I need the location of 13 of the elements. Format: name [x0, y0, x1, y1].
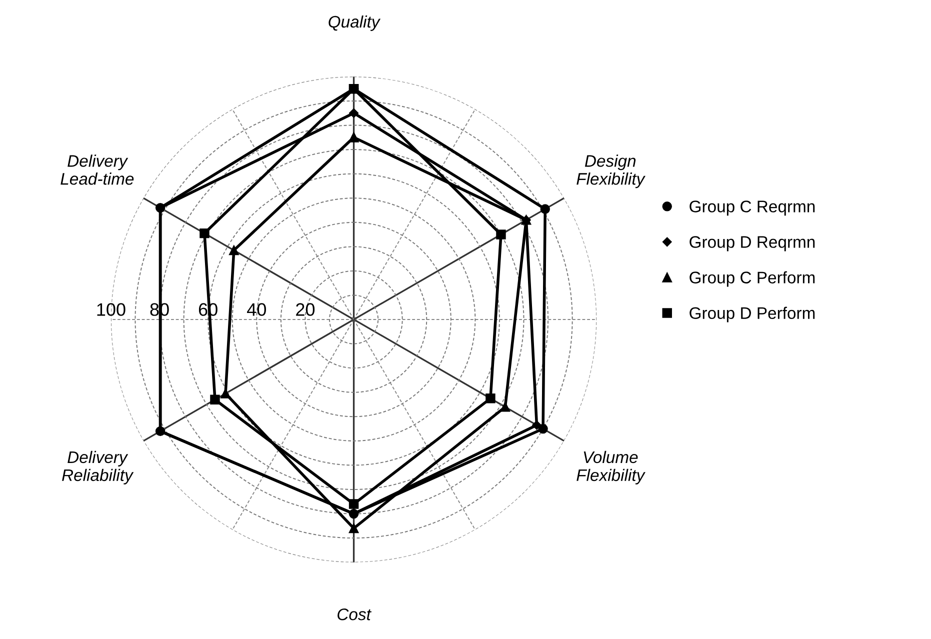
- spoke-label: Delivery Reliability: [62, 450, 134, 484]
- spoke-label: Volume Flexibility: [576, 450, 646, 484]
- legend-label: Group C Perform: [690, 271, 815, 287]
- legend-label: Group C Reqrmn: [690, 200, 815, 216]
- spoke-label: Cost: [338, 608, 372, 620]
- y-tick-label: 20: [296, 303, 315, 316]
- spoke-label: Delivery Lead-time: [60, 154, 134, 185]
- legend-label: Group D Perform: [690, 306, 815, 322]
- y-tick-label: 100: [97, 303, 126, 316]
- legend-label: Group D Reqrmn: [690, 236, 815, 252]
- y-tick-label: 40: [247, 303, 266, 316]
- spoke-label: Design Flexibility: [576, 154, 646, 188]
- spoke-label: Quality: [328, 15, 381, 31]
